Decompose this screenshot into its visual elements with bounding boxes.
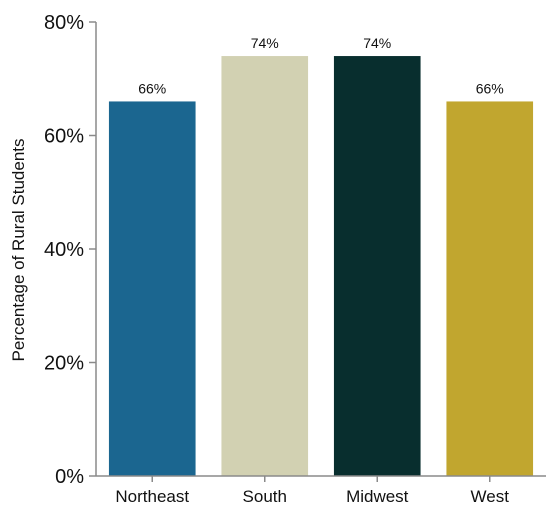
x-tick-label-west: West xyxy=(471,487,510,506)
x-tick-label-south: South xyxy=(243,487,287,506)
x-tick-label-midwest: Midwest xyxy=(346,487,409,506)
bar-south xyxy=(221,56,308,476)
y-tick-label: 40% xyxy=(44,239,84,261)
x-axis: Northeast South Midwest West xyxy=(96,476,546,506)
x-tick-label-northeast: Northeast xyxy=(115,487,189,506)
y-tick-label: 60% xyxy=(44,126,84,148)
y-tick-label: 80% xyxy=(44,12,84,34)
bars xyxy=(109,56,533,476)
bar-northeast xyxy=(109,101,196,476)
bar-west xyxy=(446,101,533,476)
data-label-midwest: 74% xyxy=(363,35,391,51)
data-label-south: 74% xyxy=(251,35,279,51)
data-labels: 66% 74% 74% 66% xyxy=(138,35,504,96)
bar-midwest xyxy=(334,56,421,476)
y-axis-title: Percentage of Rural Students xyxy=(9,138,28,361)
data-label-west: 66% xyxy=(476,80,504,96)
y-axis: 0% 20% 40% 60% 80% xyxy=(44,12,96,488)
data-label-northeast: 66% xyxy=(138,80,166,96)
y-tick-label: 20% xyxy=(44,353,84,375)
y-tick-label: 0% xyxy=(55,466,84,488)
